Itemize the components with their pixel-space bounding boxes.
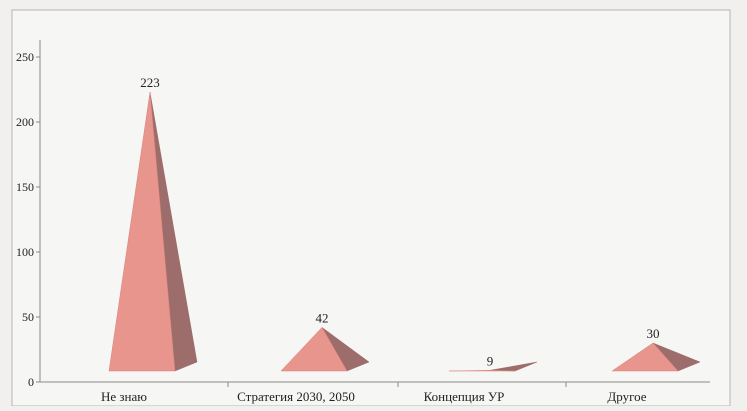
data-labels: 223 42 9 30 xyxy=(140,75,659,368)
bar-pyramid xyxy=(280,326,370,372)
data-label: 30 xyxy=(647,326,660,341)
bar-pyramid xyxy=(448,361,538,372)
y-tick-label: 200 xyxy=(16,115,34,129)
bar-pyramid xyxy=(611,342,701,372)
bar-pyramid xyxy=(108,92,198,372)
data-label: 42 xyxy=(316,310,329,325)
y-tick-label: 50 xyxy=(22,310,34,324)
data-label: 9 xyxy=(487,353,494,368)
x-tick-label: Стратегия 2030, 2050 xyxy=(237,389,355,404)
bar-front-face xyxy=(448,370,516,372)
x-tick-label: Другое xyxy=(607,389,646,404)
y-tick-label: 250 xyxy=(16,50,34,64)
y-tick-label: 0 xyxy=(28,375,34,389)
data-label: 223 xyxy=(140,75,160,90)
y-tick-label: 100 xyxy=(16,245,34,259)
tick-labels: 0 50 100 150 200 250 Не знаю Стратегия 2030, 20… xyxy=(16,50,647,404)
bar-front-face xyxy=(108,92,176,372)
x-tick-label: Концепция УР xyxy=(424,389,505,404)
bar-front-face xyxy=(280,326,348,372)
bar-front-face xyxy=(611,342,679,372)
x-tick-label: Не знаю xyxy=(101,389,147,404)
axes xyxy=(36,40,710,387)
bars xyxy=(108,92,701,372)
y-tick-label: 150 xyxy=(16,180,34,194)
